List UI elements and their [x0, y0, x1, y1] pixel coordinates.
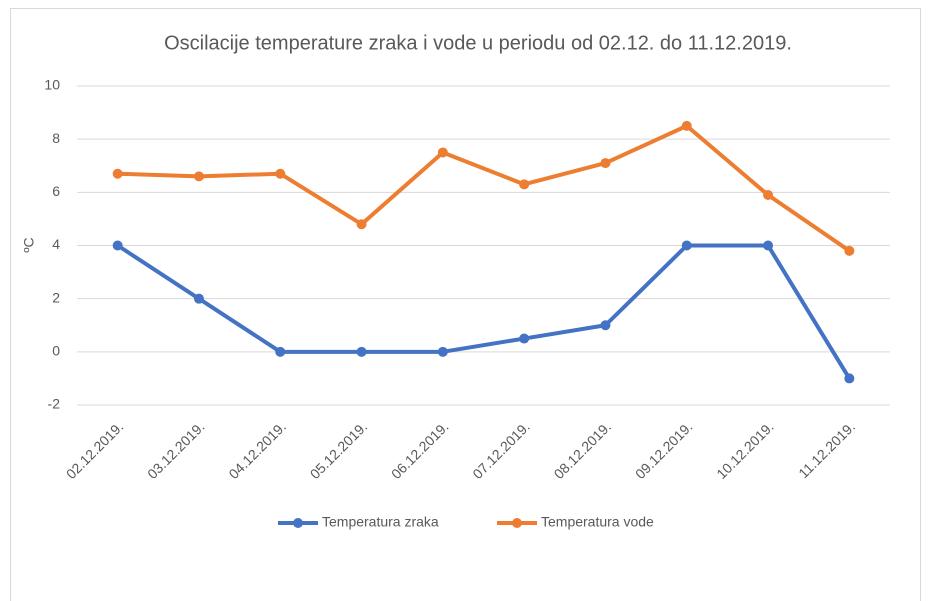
point-marker — [600, 158, 611, 169]
point-marker — [437, 147, 448, 158]
point-marker — [193, 293, 204, 304]
chart-title: Oscilacije temperature zraka i vode u pe… — [164, 32, 792, 54]
legend-marker — [293, 518, 303, 528]
y-tick-label: 8 — [52, 130, 60, 146]
point-marker — [844, 245, 855, 256]
point-marker — [763, 189, 774, 200]
point-marker — [112, 168, 123, 179]
point-marker — [112, 240, 123, 251]
y-tick-label: 10 — [44, 77, 60, 93]
point-marker — [356, 346, 367, 357]
y-axis-label: ºC — [21, 237, 37, 252]
point-marker — [519, 333, 530, 344]
series-line — [115, 123, 852, 253]
point-marker — [763, 240, 774, 251]
point-marker — [844, 373, 855, 384]
point-marker — [275, 168, 286, 179]
point-marker — [275, 346, 286, 357]
y-tick-label: -2 — [48, 396, 61, 412]
y-tick-label: 0 — [52, 343, 60, 359]
point-marker — [193, 171, 204, 182]
series-line — [115, 243, 852, 381]
point-marker — [519, 179, 530, 190]
y-tick-label: 4 — [52, 236, 60, 252]
point-marker — [600, 320, 611, 331]
y-tick-label: 2 — [52, 289, 60, 305]
point-marker — [437, 346, 448, 357]
legend-label: Temperatura zraka — [322, 514, 439, 530]
legend-marker — [512, 518, 522, 528]
legend-label: Temperatura vode — [541, 514, 654, 530]
point-marker — [681, 240, 692, 251]
chart-border — [10, 8, 921, 601]
point-marker — [356, 219, 367, 230]
y-tick-label: 6 — [52, 183, 60, 199]
point-marker — [681, 120, 692, 131]
